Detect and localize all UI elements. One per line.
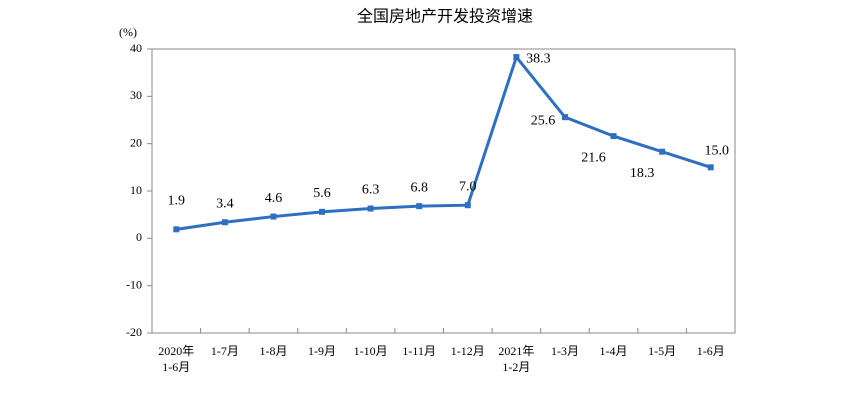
y-tick-label: 40 — [130, 41, 142, 55]
data-label: 4.6 — [265, 191, 283, 206]
data-label: 3.4 — [216, 196, 234, 211]
marker — [416, 203, 423, 210]
x-tick-label: 1-10月 — [353, 344, 388, 358]
chart-title: 全国房地产开发投资增速 — [357, 7, 533, 26]
y-tick-label: 10 — [130, 183, 142, 197]
marker — [270, 213, 277, 220]
x-tick-label: 2021年 1-2月 — [498, 344, 535, 374]
x-tick-label: 1-11月 — [402, 344, 436, 358]
marker — [707, 164, 714, 171]
x-tick-label: 1-7月 — [210, 344, 239, 358]
x-tick-label: 1-8月 — [259, 344, 288, 358]
marker — [367, 205, 374, 212]
data-label: 6.8 — [410, 180, 428, 195]
marker — [659, 148, 666, 155]
data-label: 15.0 — [704, 144, 729, 159]
x-tick-label: 1-9月 — [308, 344, 337, 358]
x-tick-label: 1-5月 — [648, 344, 677, 358]
data-label: 25.6 — [531, 113, 556, 128]
x-tick-label: 2020年 1-6月 — [158, 344, 195, 374]
marker — [464, 202, 471, 209]
x-tick-label: 1-3月 — [550, 344, 579, 358]
marker — [561, 114, 568, 121]
data-label: 6.3 — [362, 183, 380, 198]
y-tick-label: -20 — [126, 325, 142, 339]
x-tick-label: 1-6月 — [696, 344, 725, 358]
data-label: 1.9 — [168, 194, 186, 209]
y-tick-label: -10 — [126, 277, 142, 291]
marker — [319, 208, 326, 215]
x-tick-label: 1-12月 — [450, 344, 485, 358]
plot-frame — [151, 48, 736, 334]
y-tick-label: 0 — [136, 230, 142, 244]
marker — [173, 226, 180, 233]
y-tick-label: 30 — [130, 88, 142, 102]
line — [176, 53, 712, 231]
data-label: 5.6 — [313, 186, 331, 201]
x-tick-label: 1-4月 — [599, 344, 628, 358]
data-label: 7.0 — [459, 179, 477, 194]
marker — [610, 133, 617, 140]
data-label: 21.6 — [581, 150, 606, 165]
data-label: 38.3 — [526, 51, 551, 66]
marker — [513, 54, 520, 61]
y-tick-label: 20 — [130, 135, 142, 149]
y-axis-label: (%) — [119, 25, 137, 39]
marker — [221, 219, 228, 226]
data-label: 18.3 — [630, 166, 655, 181]
